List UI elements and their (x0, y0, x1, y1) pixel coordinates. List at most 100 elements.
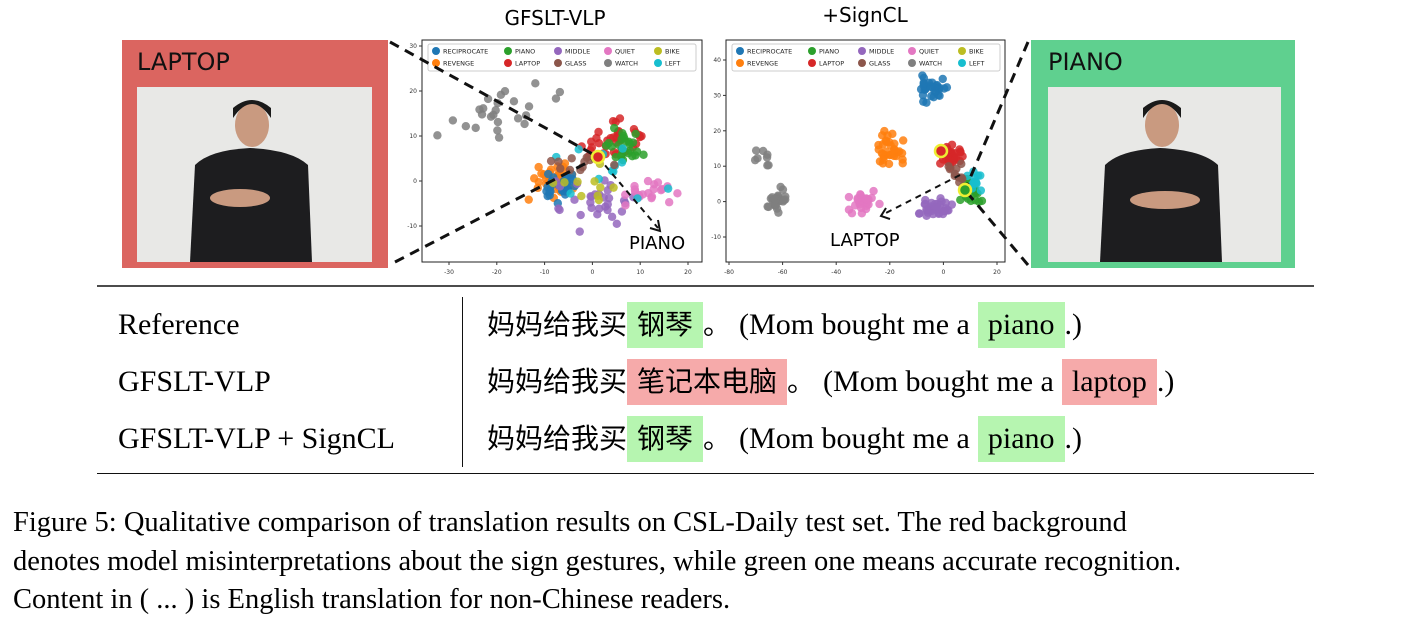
scatter-dot (617, 135, 626, 144)
scatter-dot (944, 162, 953, 171)
scatter-dot (951, 154, 961, 163)
method: GFSLT-VLP + SignCL (118, 422, 396, 455)
scatter-dot (750, 155, 760, 165)
legend-marker (736, 59, 744, 67)
scatter-dot (940, 206, 950, 216)
scatter-dot (957, 159, 966, 169)
figure: LAPTOP PIANO GFSLT-VLP +SignCL RECIPROCA… (97, 3, 1314, 287)
legend-label: RECIPROCATE (443, 48, 488, 56)
scatter-dot (560, 178, 569, 187)
scatter-dot (898, 136, 908, 145)
caption-line: denotes model misinterpretations about t… (13, 545, 1182, 577)
scatter-dot (509, 97, 519, 106)
legend-marker (858, 47, 866, 55)
scatter-dot (663, 184, 673, 193)
y-tick-label: 30 (409, 43, 417, 50)
x-tick-label: -30 (444, 269, 454, 276)
en-word: piano (977, 416, 1065, 462)
scatter-dot (922, 98, 931, 107)
en-word: laptop (1061, 359, 1157, 405)
scatter-dot (751, 146, 761, 155)
scatter-dot (764, 202, 773, 212)
zoom-lines (389, 40, 1030, 266)
scatter-dot (555, 205, 564, 215)
y-tick-label: 40 (713, 57, 721, 64)
zh-text: 妈妈给我买 (487, 365, 628, 398)
scatter-dot (573, 177, 582, 186)
scatter-dot (575, 227, 584, 236)
scatter-dot (433, 131, 442, 140)
y-tick-label: 20 (409, 88, 417, 95)
scatter-dot (878, 159, 888, 168)
scatter-dot (570, 195, 579, 204)
scatter-dot (594, 127, 603, 137)
scatter-dot (882, 137, 891, 147)
scatter-dot (938, 74, 947, 84)
translation: 妈妈给我买 钢琴。 (Mom bought me a piano.) (487, 416, 1082, 462)
scatter-dot (647, 193, 656, 203)
scatter-dot (534, 162, 543, 172)
scatter-dot (625, 140, 634, 149)
legend-marker (736, 47, 744, 55)
scatter-dot (609, 183, 618, 192)
method: Reference (118, 308, 240, 341)
scatter-dot (673, 189, 682, 198)
legend-label: MIDDLE (869, 48, 894, 56)
legend-marker (958, 59, 966, 67)
scatter-dot (942, 83, 952, 92)
scatter-dot (770, 194, 780, 204)
scatter-dot (545, 187, 554, 197)
scatter-dot (496, 90, 506, 99)
scatter-dot (610, 123, 619, 133)
scatter-dot (612, 219, 622, 229)
scatter-dot (567, 154, 576, 163)
scatter-dot (475, 105, 484, 114)
legend-label: BIKE (969, 48, 984, 56)
arrow (597, 156, 961, 233)
en-text: .) (1064, 308, 1083, 341)
legend-marker (858, 59, 866, 67)
scatter-dot (880, 126, 889, 136)
x-tick-label: -40 (831, 269, 841, 276)
scatter-dot (763, 150, 772, 159)
scatter-dot (531, 79, 540, 88)
scatter-dot (617, 158, 627, 167)
translation: 妈妈给我买 钢琴。 (Mom bought me a piano.) (487, 302, 1082, 348)
scatter-dot (574, 145, 583, 154)
legend-label: WATCH (615, 60, 638, 68)
scatter-dot (590, 177, 599, 186)
scatter-dot (587, 192, 596, 201)
panel-label: PIANO (1048, 48, 1123, 76)
x-tick-label: 20 (684, 269, 692, 276)
scatter-dot (888, 129, 897, 139)
scatter-dot (596, 183, 605, 192)
scatter-dot (601, 141, 611, 150)
zh-word: 钢琴 (627, 416, 704, 462)
scatter-dot (603, 205, 612, 215)
scatter-dot (649, 185, 658, 194)
legend-label: MIDDLE (565, 48, 590, 56)
scatter-dot (493, 126, 502, 135)
legend-label: GLASS (565, 60, 587, 68)
caption-line: Content in ( ... ) is English translatio… (13, 584, 731, 615)
legend-marker (908, 59, 916, 67)
y-tick-label: 20 (713, 128, 721, 135)
legend-marker (958, 47, 966, 55)
scatter-dot (976, 186, 986, 195)
y-tick-label: 30 (713, 92, 721, 99)
zh-word: 钢琴 (627, 302, 704, 348)
legend-label: LEFT (665, 60, 680, 68)
legend-marker (504, 59, 512, 67)
y-tick-label: 10 (713, 163, 721, 170)
translation: 妈妈给我买 笔记本电脑。 (Mom bought me a laptop.) (487, 359, 1174, 405)
scatter-dot (857, 209, 867, 218)
scatter-dot (576, 210, 585, 220)
scatter-dot (764, 160, 773, 170)
y-tick-label: 10 (409, 133, 417, 140)
highlight-point (957, 182, 973, 198)
scatter-dot (624, 148, 633, 158)
scatter-dot (566, 189, 575, 198)
x-tick-label: -60 (778, 269, 788, 276)
legend-box (427, 43, 697, 72)
legend-marker (432, 47, 440, 55)
